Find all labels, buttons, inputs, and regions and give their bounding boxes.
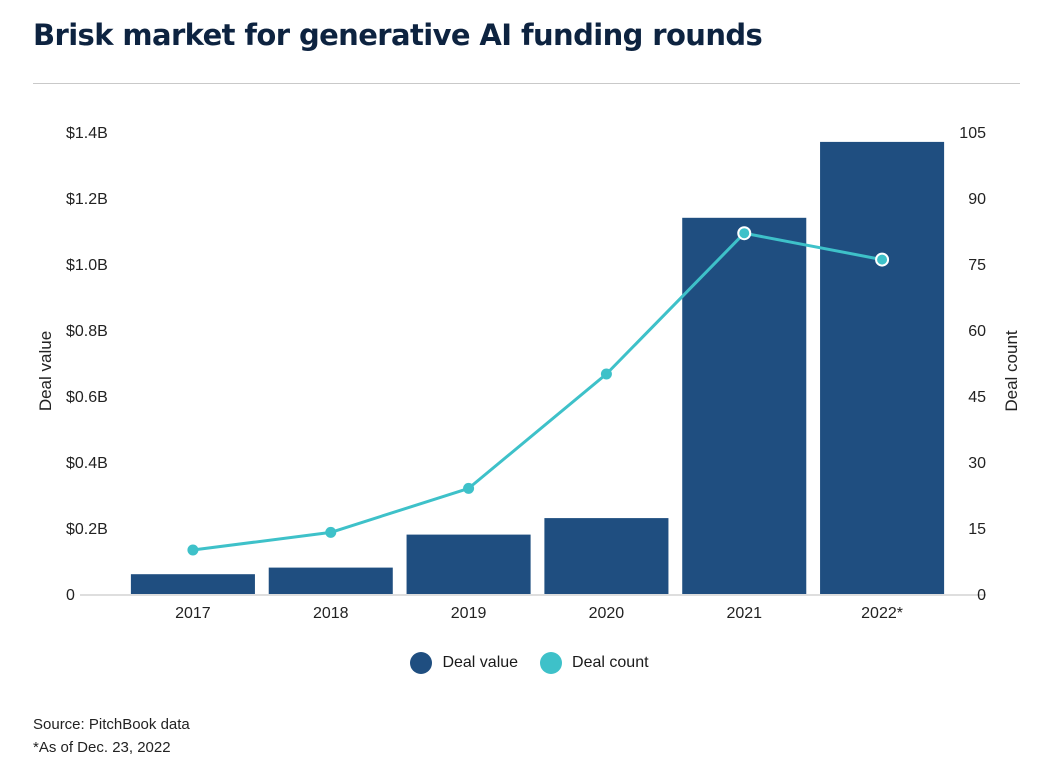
y2-tick-label: 45	[968, 389, 986, 406]
y-tick-label: $0.6B	[66, 389, 108, 406]
y-tick-label: $0.8B	[66, 323, 108, 340]
y2-tick-label: 0	[977, 587, 986, 604]
bar-deal-value	[406, 534, 531, 594]
bar-deal-value	[682, 217, 807, 595]
y-tick-label: $1.0B	[66, 257, 108, 274]
deal-count-swatch	[540, 652, 563, 674]
deal-count-point	[187, 544, 199, 556]
deal-count-line	[192, 231, 883, 552]
legend: Deal value Deal count	[0, 652, 1059, 674]
legend-item-deal-count[interactable]: Deal count	[540, 652, 649, 674]
y-axis-title: Deal value	[36, 331, 55, 411]
y2-tick-label: 60	[968, 323, 986, 340]
deal-count-point	[463, 482, 475, 494]
bar-deal-value	[130, 574, 255, 594]
x-tick-label: 2019	[451, 605, 487, 622]
title-divider	[33, 83, 1020, 84]
x-tick-label: 2018	[313, 605, 349, 622]
y-tick-label: $1.2B	[66, 191, 108, 208]
deal-count-point	[325, 526, 337, 538]
source-note: Source: PitchBook data	[33, 716, 190, 733]
y-tick-label: $0.4B	[66, 455, 108, 472]
legend-label-deal-count: Deal count	[572, 654, 649, 671]
x-tick-label: 2021	[726, 605, 762, 622]
deal-count-point	[875, 252, 890, 267]
y2-tick-label: 30	[968, 455, 986, 472]
legend-item-deal-value[interactable]: Deal value	[410, 652, 518, 674]
x-tick-label: 2022*	[861, 605, 903, 622]
x-tick-label: 2020	[589, 605, 625, 622]
y2-tick-label: 90	[968, 191, 986, 208]
legend-label-deal-value: Deal value	[442, 654, 519, 671]
y2-axis-title: Deal count	[1002, 330, 1021, 412]
y-tick-label: 0	[66, 587, 75, 604]
y2-tick-label: 105	[959, 125, 986, 142]
x-tick-label: 2017	[175, 605, 211, 622]
combo-chart: 0 $0.2B $0.4B $0.6B $0.8B $1.0B $1.2B $1.4B 0 15 3…	[36, 125, 1021, 622]
y-tick-label: $0.2B	[66, 521, 108, 538]
deal-count-point	[737, 226, 752, 241]
chart-title: Brisk market for generative AI funding r…	[33, 18, 763, 52]
bar-deal-value	[820, 141, 945, 594]
y2-tick-label: 75	[968, 257, 986, 274]
bar-deal-value	[268, 567, 393, 594]
asof-note: *As of Dec. 23, 2022	[33, 739, 171, 756]
y2-tick-label: 15	[968, 521, 986, 538]
deal-value-swatch	[410, 652, 433, 674]
y-tick-label: $1.4B	[66, 125, 108, 142]
deal-count-point	[600, 368, 612, 380]
bar-deal-value	[544, 518, 669, 594]
